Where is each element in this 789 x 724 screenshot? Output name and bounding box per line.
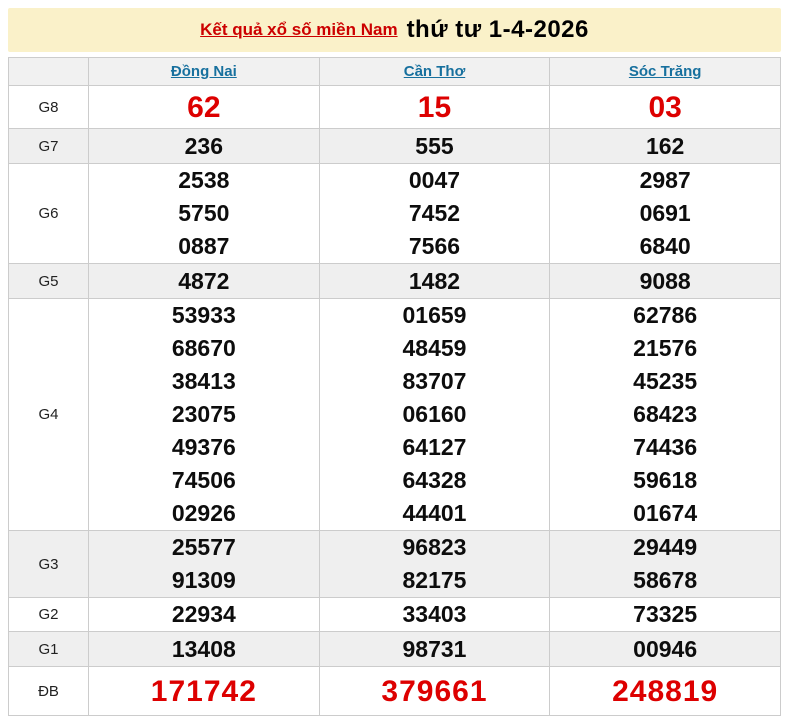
prize-number: 21576 xyxy=(633,335,698,361)
results-table: Đồng Nai Cần Thơ Sóc Trăng G8 62 15 03 G… xyxy=(8,57,781,716)
draw-date: thứ tư 1-4-2026 xyxy=(406,16,589,43)
prize-number: 01659 xyxy=(402,302,467,328)
prize-number: 15 xyxy=(417,90,452,124)
prize-number: 7452 xyxy=(408,200,461,226)
column-header-can-tho: Cần Thơ xyxy=(318,57,551,86)
prize-number: 379661 xyxy=(381,674,488,708)
prize-number: 38413 xyxy=(171,368,236,394)
prize-label-g4: G4 xyxy=(8,298,89,531)
table-row-g6: G6 2538 5750 0887 0047 7452 7566 2987 06… xyxy=(8,163,781,264)
prize-number: 248819 xyxy=(612,674,719,708)
corner-cell xyxy=(8,57,89,86)
prize-label-g5: G5 xyxy=(8,263,89,299)
prize-number: 00946 xyxy=(633,635,698,662)
prize-number: 96823 xyxy=(402,534,467,560)
prize-number: 62786 xyxy=(633,302,698,328)
prize-number: 44401 xyxy=(402,500,467,526)
prize-number: 74436 xyxy=(633,434,698,460)
prize-number: 2538 xyxy=(178,167,230,193)
prize-number: 2987 xyxy=(639,167,691,193)
province-link-soc-trang[interactable]: Sóc Trăng xyxy=(628,63,702,80)
table-row-db: ĐB 171742 379661 248819 xyxy=(8,666,781,716)
prize-number: 62 xyxy=(187,90,221,124)
prize-number: 83707 xyxy=(402,368,467,394)
prize-number: 13408 xyxy=(171,635,236,662)
prize-number: 64127 xyxy=(402,434,467,460)
prize-number: 22934 xyxy=(171,601,236,627)
table-row-g2: G2 22934 33403 73325 xyxy=(8,597,781,632)
table-row-g3: G3 25577 91309 96823 82175 29449 58678 xyxy=(8,530,781,598)
column-header-dong-nai: Đồng Nai xyxy=(88,57,320,86)
prize-number: 6840 xyxy=(639,233,691,259)
prize-number: 236 xyxy=(184,132,224,159)
prize-label-g7: G7 xyxy=(8,128,89,164)
prize-number: 49376 xyxy=(171,434,236,460)
province-link-can-tho[interactable]: Cần Thơ xyxy=(403,63,466,80)
prize-number: 162 xyxy=(645,132,685,159)
prize-number: 4872 xyxy=(178,267,230,294)
prize-number: 82175 xyxy=(402,567,467,593)
prize-number: 59618 xyxy=(633,467,698,493)
prize-number: 73325 xyxy=(633,601,698,627)
table-row-g7: G7 236 555 162 xyxy=(8,128,781,164)
prize-label-db: ĐB xyxy=(8,666,89,716)
prize-number: 68423 xyxy=(633,401,698,427)
prize-number: 58678 xyxy=(633,567,698,593)
prize-number: 0047 xyxy=(408,167,461,193)
prize-number: 555 xyxy=(415,132,454,159)
prize-number: 06160 xyxy=(402,401,467,427)
prize-number: 23075 xyxy=(171,401,236,427)
prize-number: 9088 xyxy=(639,267,691,294)
prize-number: 5750 xyxy=(178,200,230,226)
prize-label-g2: G2 xyxy=(8,597,89,632)
prize-label-g1: G1 xyxy=(8,631,89,667)
prize-number: 68670 xyxy=(171,335,236,361)
prize-number: 1482 xyxy=(408,267,461,294)
table-row-g1: G1 13408 98731 00946 xyxy=(8,631,781,667)
prize-number: 01674 xyxy=(633,500,698,526)
province-link-dong-nai[interactable]: Đồng Nai xyxy=(170,63,237,80)
prize-number: 25577 xyxy=(171,534,236,560)
table-row-g4: G4 53933 68670 38413 23075 49376 74506 0… xyxy=(8,298,781,531)
table-row-g8: G8 62 15 03 xyxy=(8,85,781,129)
table-row-g5: G5 4872 1482 9088 xyxy=(8,263,781,299)
prize-number: 45235 xyxy=(633,368,698,394)
prize-number: 02926 xyxy=(171,500,236,526)
column-header-soc-trang: Sóc Trăng xyxy=(549,57,781,86)
prize-number: 91309 xyxy=(171,567,236,593)
prize-number: 29449 xyxy=(633,534,698,560)
prize-number: 0691 xyxy=(639,200,691,226)
prize-number: 03 xyxy=(648,90,682,124)
prize-number: 53933 xyxy=(171,302,236,328)
prize-label-g6: G6 xyxy=(8,163,89,264)
prize-number: 33403 xyxy=(402,601,467,627)
prize-number: 98731 xyxy=(402,635,467,662)
prize-number: 171742 xyxy=(150,674,257,708)
prize-number: 74506 xyxy=(171,467,236,493)
prize-number: 48459 xyxy=(402,335,467,361)
prize-label-g3: G3 xyxy=(8,530,89,598)
lottery-title-link[interactable]: Kết quả xổ số miền Nam xyxy=(200,20,398,39)
page-header: Kết quả xổ số miền Nam thứ tư 1-4-2026 xyxy=(8,8,781,52)
prize-number: 0887 xyxy=(178,233,230,259)
table-header-row: Đồng Nai Cần Thơ Sóc Trăng xyxy=(8,57,781,86)
prize-number: 64328 xyxy=(402,467,467,493)
prize-label-g8: G8 xyxy=(8,85,89,129)
prize-number: 7566 xyxy=(408,233,461,259)
